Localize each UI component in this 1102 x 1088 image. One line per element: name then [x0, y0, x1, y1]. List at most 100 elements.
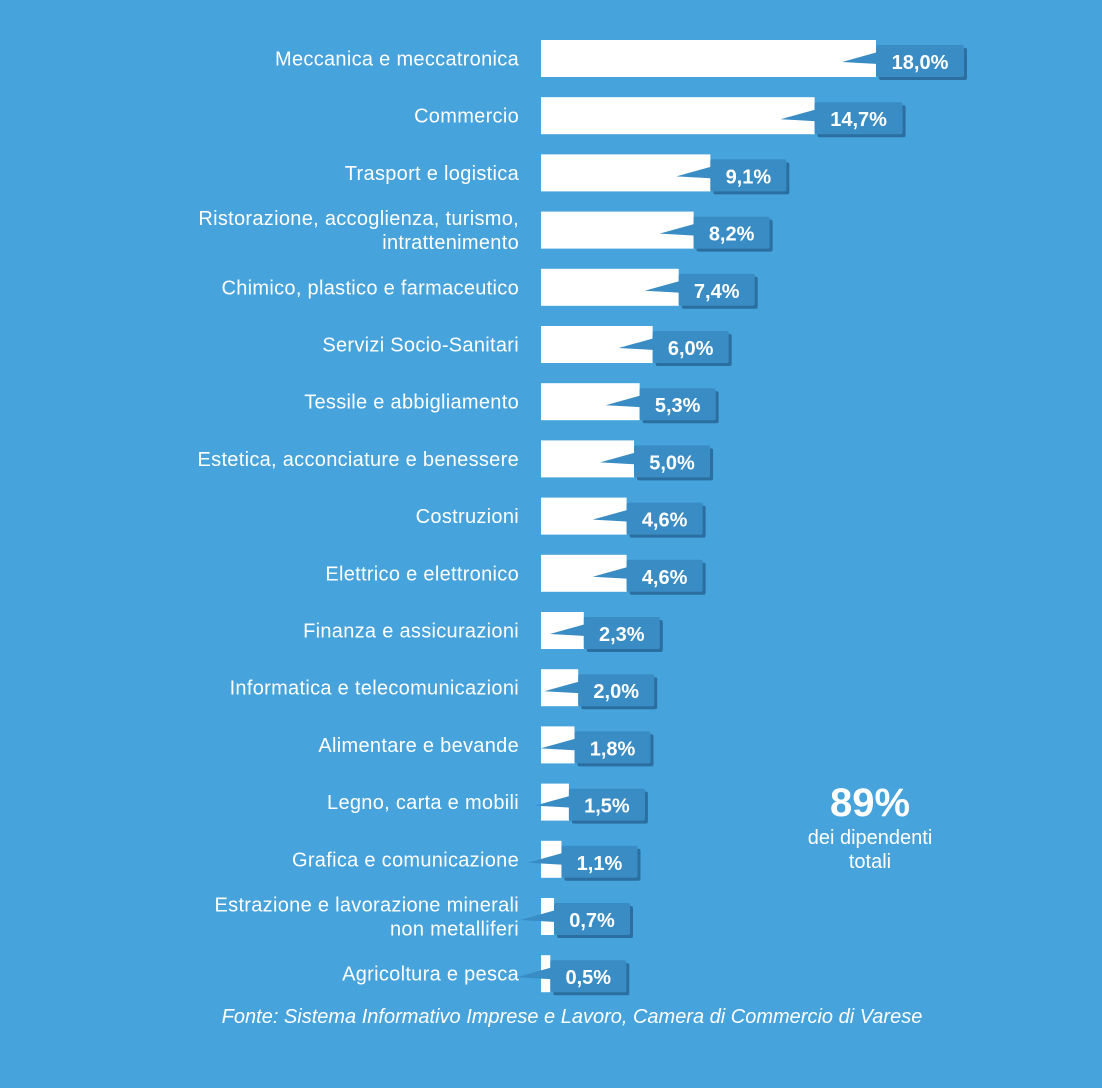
category-label: Informatica e telecomunicazioni: [230, 678, 519, 700]
bar-group: Grafica e comunicazione 1,1%: [292, 840, 641, 881]
category-label-line: Tessile e abbigliamento: [304, 392, 519, 414]
value-box: [583, 617, 660, 649]
value-box: [626, 559, 703, 592]
value-label: 1,8%: [590, 738, 636, 760]
category-label: Chimico, plastico e farmaceutico: [222, 277, 520, 299]
bar-group: Elettrico e elettronico 4,6%: [325, 554, 706, 595]
value-box: [652, 331, 729, 363]
value-box: [876, 45, 964, 77]
value-box: [693, 216, 770, 249]
category-label-line: non metalliferi: [390, 919, 519, 941]
value-pointer: [676, 166, 713, 179]
category-label: Trasport e logistica: [345, 163, 520, 185]
category-label-line: Chimico, plastico e farmaceutico: [222, 277, 520, 299]
value-label: 18,0%: [892, 52, 949, 74]
category-label: Elettrico e elettronico: [325, 563, 519, 585]
value-pointer: [659, 223, 696, 236]
value-pointer: [600, 452, 637, 465]
category-label: Ristorazione, accoglienza, turismo, intra…: [198, 208, 519, 254]
category-label: Finanza e assicurazioni: [303, 621, 519, 643]
bar-group: Chimico, plastico e farmaceutico 7,4%: [222, 268, 758, 309]
summary-line-1: dei dipendenti: [807, 827, 933, 849]
category-label: Estetica, acconciature e benessere: [198, 449, 520, 471]
bar: [541, 268, 679, 306]
value-pointer: [544, 681, 581, 694]
value-pointer: [592, 509, 629, 522]
bar-group: Estrazione e lavorazione minerali non met…: [215, 895, 634, 941]
value-label: 14,7%: [830, 109, 887, 131]
bar-group: Finanza e assicurazioni 2,3%: [303, 612, 663, 652]
value-label: 8,2%: [709, 224, 755, 246]
value-pointer: [540, 738, 577, 751]
value-pointer: [644, 280, 681, 293]
category-label-line: Costruzioni: [416, 506, 519, 528]
value-box: [568, 788, 645, 821]
value-pointer: [605, 395, 642, 408]
category-label: Alimentare e bevande: [318, 735, 519, 757]
bar-chart: Meccanica e meccatronica 18,0% Commercio 14…: [198, 40, 967, 996]
category-label-line: Ristorazione, accoglienza, turismo,: [198, 208, 519, 230]
value-box: [678, 273, 755, 306]
category-label-line: Trasport e logistica: [345, 163, 520, 185]
bar-group: Servizi Socio-Sanitari 6,0%: [322, 326, 732, 366]
bar-group: Costruzioni 4,6%: [416, 497, 706, 538]
value-label: 6,0%: [668, 338, 714, 360]
bar-group: Legno, carta e mobili 1,5%: [327, 783, 648, 824]
bar-group: Ristorazione, accoglienza, turismo, intra…: [198, 208, 773, 254]
value-label: 2,3%: [599, 624, 645, 646]
category-label-line: Servizi Socio-Sanitari: [322, 335, 519, 357]
value-label: 0,7%: [569, 910, 615, 932]
bar-group: Tessile e abbigliamento 5,3%: [304, 383, 719, 424]
category-label: Commercio: [414, 106, 519, 128]
bar-group: Estetica, acconciature e benessere 5,0%: [198, 440, 714, 481]
category-label-line: Legno, carta e mobili: [327, 792, 519, 814]
bar: [541, 211, 694, 249]
bar-group: Agricoltura e pesca 0,5%: [342, 955, 630, 996]
value-box: [710, 159, 787, 192]
value-label: 4,6%: [642, 510, 688, 532]
category-label-line: Commercio: [414, 106, 519, 128]
value-pointer: [618, 338, 655, 350]
value-box: [639, 388, 716, 421]
category-label-line: Alimentare e bevande: [318, 735, 519, 757]
value-label: 1,1%: [577, 853, 623, 875]
bar-group: Meccanica e meccatronica 18,0%: [275, 40, 967, 80]
category-label: Agricoltura e pesca: [342, 964, 519, 986]
category-label-line: Elettrico e elettronico: [325, 563, 519, 585]
value-pointer: [780, 109, 817, 122]
category-label-line: Grafica e comunicazione: [292, 849, 519, 871]
value-pointer: [842, 52, 878, 64]
bar-group: Commercio 14,7%: [414, 97, 906, 138]
value-label: 1,5%: [584, 796, 630, 818]
value-label: 0,5%: [566, 967, 612, 989]
value-label: 7,4%: [694, 281, 740, 303]
source-note: Fonte: Sistema Informativo Imprese e Lav…: [221, 1006, 923, 1028]
category-label: Legno, carta e mobili: [327, 792, 519, 814]
category-label: Meccanica e meccatronica: [275, 49, 520, 71]
value-pointer: [549, 624, 586, 636]
category-label-line: Meccanica e meccatronica: [275, 49, 520, 71]
value-box: [561, 845, 638, 878]
summary-value: 89%: [829, 781, 911, 825]
value-box: [574, 731, 651, 764]
value-box: [550, 960, 627, 993]
value-box: [814, 102, 903, 135]
value-box: [626, 502, 703, 535]
value-pointer: [534, 795, 571, 808]
summary-callout: 89% dei dipendenti totali: [760, 780, 980, 874]
category-label-line: Agricoltura e pesca: [342, 964, 519, 986]
category-label-line: Finanza e assicurazioni: [303, 621, 519, 643]
bar-group: Trasport e logistica 9,1%: [345, 154, 790, 195]
value-box: [578, 674, 655, 707]
summary-line-2: totali: [848, 851, 892, 873]
value-pointer: [516, 967, 553, 980]
bar: [541, 40, 876, 77]
value-label: 2,0%: [593, 681, 639, 703]
bar-group: Informatica e telecomunicazioni 2,0%: [230, 669, 658, 710]
category-label-line: Estetica, acconciature e benessere: [198, 449, 520, 471]
value-label: 4,6%: [642, 567, 688, 589]
category-label: Tessile e abbigliamento: [304, 392, 519, 414]
value-label: 5,0%: [649, 452, 695, 474]
value-box: [634, 445, 711, 478]
value-pointer: [527, 852, 564, 865]
